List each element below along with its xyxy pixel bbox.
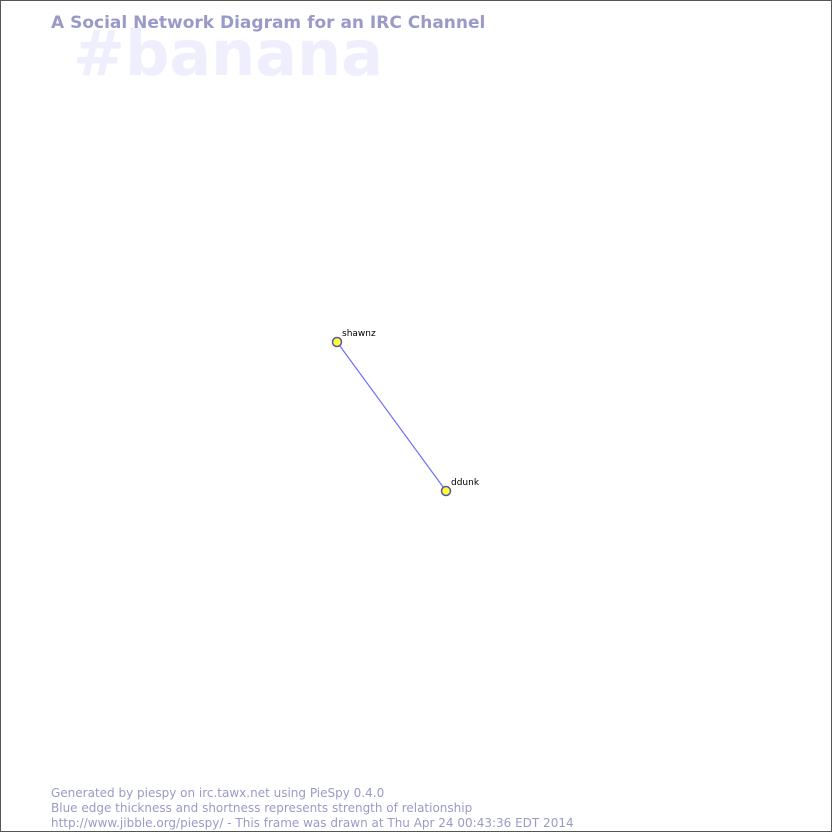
- node-label-shawnz: shawnz: [342, 329, 376, 339]
- node-marker-shawnz: [331, 336, 343, 348]
- channel-watermark: #banana: [73, 17, 384, 90]
- edge-shawnz-ddunk: [336, 341, 447, 492]
- node-shawnz: shawnz: [331, 329, 376, 348]
- footer-legend-line: Blue edge thickness and shortness repres…: [51, 801, 473, 815]
- footer-generated-line: Generated by piespy on irc.tawx.net usin…: [51, 786, 385, 800]
- node-marker-ddunk: [440, 485, 452, 497]
- footer-url-line: http://www.jibble.org/piespy/ - This fra…: [51, 816, 574, 830]
- footer-notes: Generated by piespy on irc.tawx.net usin…: [51, 786, 574, 831]
- node-label-ddunk: ddunk: [451, 478, 480, 488]
- diagram-title: A Social Network Diagram for an IRC Chan…: [51, 13, 486, 33]
- node-ddunk: ddunk: [440, 478, 480, 497]
